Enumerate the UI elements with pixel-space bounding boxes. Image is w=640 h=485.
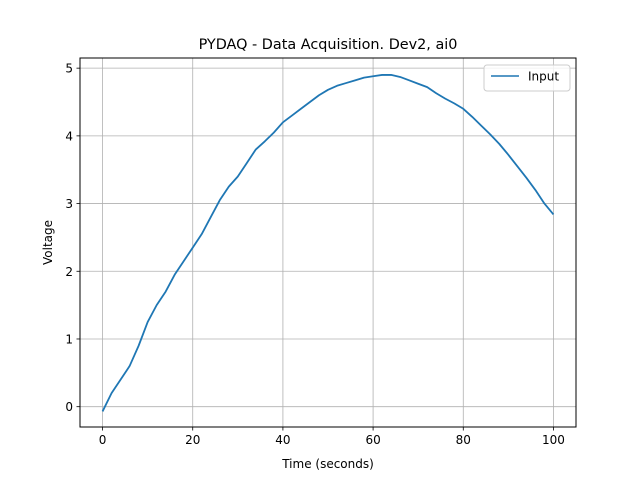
legend-label: Input xyxy=(528,70,559,84)
ticks: 0 20 40 60 80 100 0 1 2 3 4 5 xyxy=(65,62,565,447)
y-tick-label: 2 xyxy=(65,265,73,279)
series-layer xyxy=(101,74,555,412)
plot-frame xyxy=(79,57,577,428)
grid xyxy=(80,58,576,427)
x-tick-label: 60 xyxy=(365,433,380,447)
x-axis-label: Time (seconds) xyxy=(281,457,374,471)
y-tick-label: 0 xyxy=(65,400,73,414)
series-line-input xyxy=(101,74,555,412)
y-tick-label: 3 xyxy=(65,197,73,211)
x-tick-label: 100 xyxy=(542,433,565,447)
y-tick-label: 4 xyxy=(65,129,73,143)
legend-box xyxy=(483,64,571,92)
x-tick-label: 0 xyxy=(99,433,107,447)
y-axis-label: Voltage xyxy=(41,220,55,265)
x-tick-label: 80 xyxy=(456,433,471,447)
y-tick-label: 1 xyxy=(65,332,73,346)
x-tick-label: 40 xyxy=(275,433,290,447)
x-tick-label: 20 xyxy=(185,433,200,447)
chart-title: PYDAQ - Data Acquisition. Dev2, ai0 xyxy=(199,37,458,53)
y-tick-label: 5 xyxy=(65,62,73,76)
legend: Input xyxy=(483,64,571,92)
